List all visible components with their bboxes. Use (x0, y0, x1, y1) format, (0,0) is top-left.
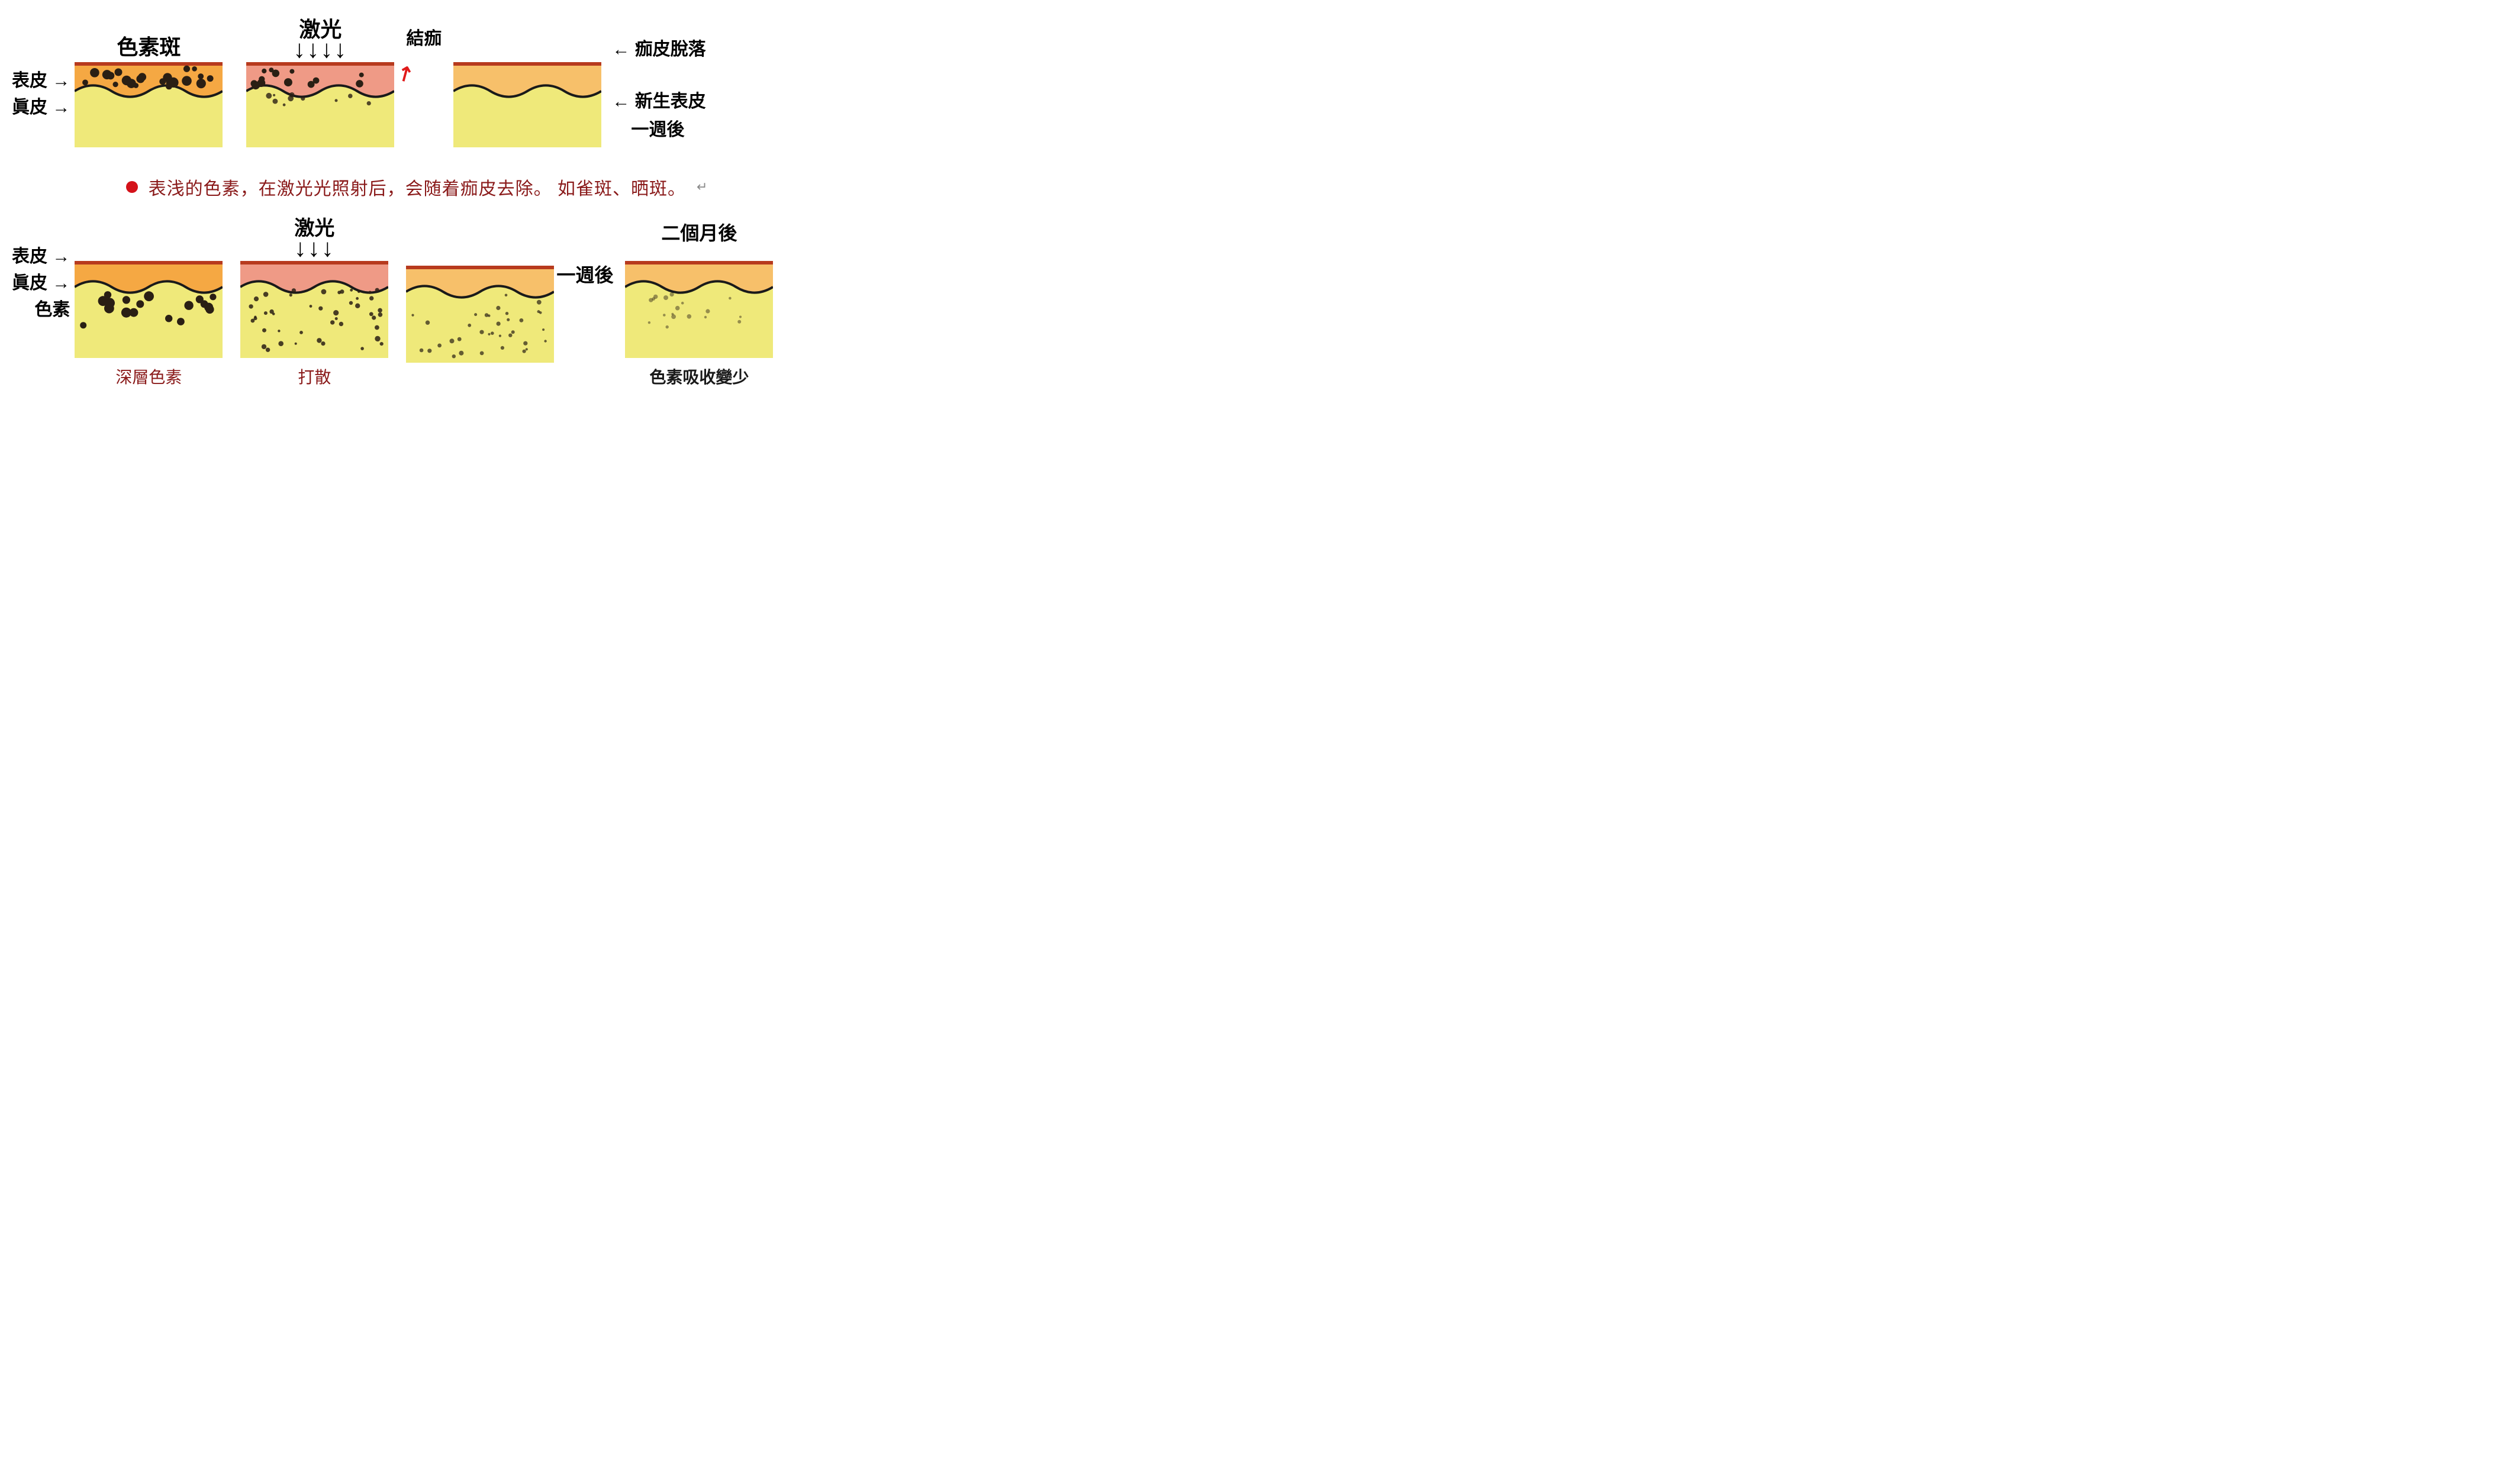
one-week-label: 一週後 (612, 116, 705, 144)
label-epidermis-2: 表皮 (12, 243, 70, 270)
row1-panel2-skin (246, 59, 394, 150)
red-arrow-icon: ↗ (392, 59, 418, 88)
row1-laser-arrows: ↓↓↓↓ (293, 39, 347, 59)
row1-panel2: 激光 ↓↓↓↓ (246, 18, 394, 150)
row2-panel2-skin (240, 257, 388, 361)
scab-off-label: ← 痂皮脫落 (612, 36, 705, 64)
row1-axis-labels: 表皮 眞皮 (12, 67, 70, 121)
label-pigment: 色素 (12, 296, 70, 323)
row2-panel1-caption: 深層色素 (115, 364, 182, 388)
label-epidermis: 表皮 (12, 67, 70, 94)
row2-axis-labels: 表皮 眞皮 色素 (12, 243, 70, 323)
row1-right-labels: ← 痂皮脫落 ← 新生表皮 一週後 (612, 36, 705, 144)
bullet-description: 表浅的色素，在激光光照射后，会随着痂皮去除。 如雀斑、晒斑。 ↵ (12, 174, 821, 200)
row1-panel3 (453, 59, 601, 150)
row1-panel1-title: 色素斑 (117, 36, 181, 59)
row2-one-week-label: 一週後 (556, 260, 613, 288)
new-epidermis-label: ← 新生表皮 (612, 88, 705, 116)
row1-panel3-skin (453, 59, 601, 150)
label-dermis: 眞皮 (12, 94, 70, 121)
scab-form-group: 結痂 ↗ (406, 24, 442, 73)
row2-panel1: 深層色素 (75, 257, 223, 388)
row-deep-pigment: 表皮 眞皮 色素 深層色素 激光 ↓↓↓ 打散 x 一週後 二個月後 (12, 218, 821, 388)
row2-panel4-skin (625, 257, 773, 361)
return-mark-icon: ↵ (697, 179, 707, 195)
bullet-icon (126, 181, 138, 193)
row2-panel3: x (406, 262, 554, 388)
row2-two-month-label: 二個月後 (661, 218, 737, 246)
row2-panel2: 激光 ↓↓↓ 打散 (240, 218, 388, 388)
row-superficial-pigment: 表皮 眞皮 色素斑 激光 ↓↓↓↓ 結痂 ↗ ← 痂 (12, 18, 821, 150)
row2-laser-arrows: ↓↓↓ (294, 238, 335, 258)
bullet-text: 表浅的色素，在激光光照射后，会随着痂皮去除。 如雀斑、晒斑。 (149, 174, 686, 200)
row2-panel4-caption: 色素吸收變少 (649, 364, 749, 388)
row2-panel3-skin (406, 262, 554, 366)
row1-panel1-skin (75, 59, 223, 150)
row2-panel1-skin (75, 257, 223, 361)
row1-panel1: 色素斑 (75, 36, 223, 151)
row2-panel2-caption: 打散 (298, 364, 331, 388)
scab-form-label: 結痂 (406, 24, 442, 50)
label-dermis-2: 眞皮 (12, 270, 70, 296)
row2-panel4: 二個月後 色素吸收變少 (625, 218, 773, 388)
